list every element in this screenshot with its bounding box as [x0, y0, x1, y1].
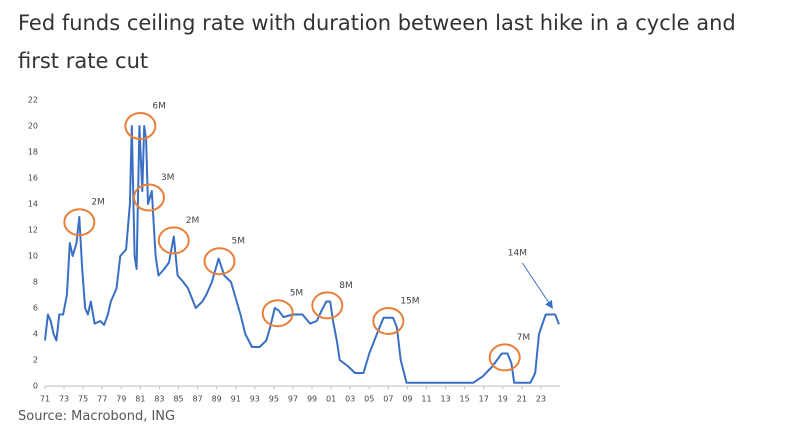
y-tick-label: 22	[28, 96, 38, 105]
x-tick-label: 17	[479, 395, 489, 404]
annotation-circle	[63, 208, 96, 237]
chart: 0 2 4 6 8 10 12 14 16 18 20 22 71 73 75 77 79 81 83 85 87 89 9…	[28, 96, 560, 404]
x-tick-label: 87	[192, 395, 202, 404]
y-tick-label: 16	[28, 174, 38, 183]
annotation-label: 8M	[339, 281, 353, 291]
x-tick-label: 79	[116, 395, 126, 404]
annotation-circle	[488, 343, 521, 372]
annotation-label: 2M	[186, 216, 200, 226]
x-tick-label: 93	[250, 395, 260, 404]
x-tick-label: 11	[421, 395, 431, 404]
x-tick-label: 75	[78, 395, 88, 404]
y-tick-label: 18	[28, 148, 38, 157]
x-tick-label: 01	[326, 395, 336, 404]
source-note: Source: Macrobond, ING	[18, 409, 176, 424]
x-tick-label: 07	[383, 395, 393, 404]
x-tick-label: 15	[460, 395, 470, 404]
x-tick-label: 05	[364, 395, 374, 404]
annotation-label: 7M	[517, 333, 531, 343]
x-tick-label: 85	[173, 395, 183, 404]
x-tick-label: 81	[135, 395, 145, 404]
annotation-label: 5M	[290, 289, 304, 299]
annotation-label: 5M	[232, 237, 246, 247]
annotation-circle	[311, 291, 344, 320]
annotation-arrow	[521, 262, 553, 309]
y-tick-label: 4	[33, 330, 38, 339]
y-tick-label: 0	[33, 382, 38, 391]
x-tick-label: 91	[231, 395, 241, 404]
x-tick-label: 99	[307, 395, 317, 404]
x-tick-label: 89	[212, 395, 222, 404]
annotation-label: 2M	[91, 198, 105, 208]
x-tick-label: 19	[498, 395, 508, 404]
annotation-circle	[124, 112, 157, 140]
annotation-circle	[157, 226, 190, 255]
annotation-circle	[261, 299, 294, 328]
annotation-label: 6M	[152, 102, 166, 112]
annotation-circle	[132, 183, 165, 212]
x-tick-label: 97	[288, 395, 298, 404]
x-tick-label: 13	[440, 395, 450, 404]
rate-line	[44, 125, 560, 384]
x-tick-label: 71	[40, 395, 50, 404]
x-tick-label: 73	[59, 395, 69, 404]
x-tick-label: 95	[269, 395, 279, 404]
annotation-label: 3M	[161, 173, 175, 183]
x-tick-label: 23	[536, 395, 546, 404]
annotation-circle	[372, 307, 405, 335]
y-tick-label: 2	[33, 356, 38, 365]
x-tick-label: 77	[97, 395, 107, 404]
x-tick-label: 83	[154, 395, 164, 404]
x-tick-label: 21	[517, 395, 527, 404]
y-tick-label: 14	[28, 200, 38, 209]
y-tick-label: 10	[28, 252, 38, 261]
y-tick-label: 8	[33, 278, 38, 287]
annotation-label: 15M	[400, 297, 419, 307]
y-tick-label: 6	[33, 304, 38, 313]
chart-title: Fed funds ceiling rate with duration bet…	[18, 11, 736, 73]
annotation-label: 14M	[508, 249, 527, 259]
x-tick-label: 09	[402, 395, 412, 404]
annotation-circle	[203, 247, 236, 276]
x-tick-label: 03	[345, 395, 355, 404]
y-tick-label: 12	[28, 226, 38, 235]
y-tick-label: 20	[28, 122, 38, 131]
